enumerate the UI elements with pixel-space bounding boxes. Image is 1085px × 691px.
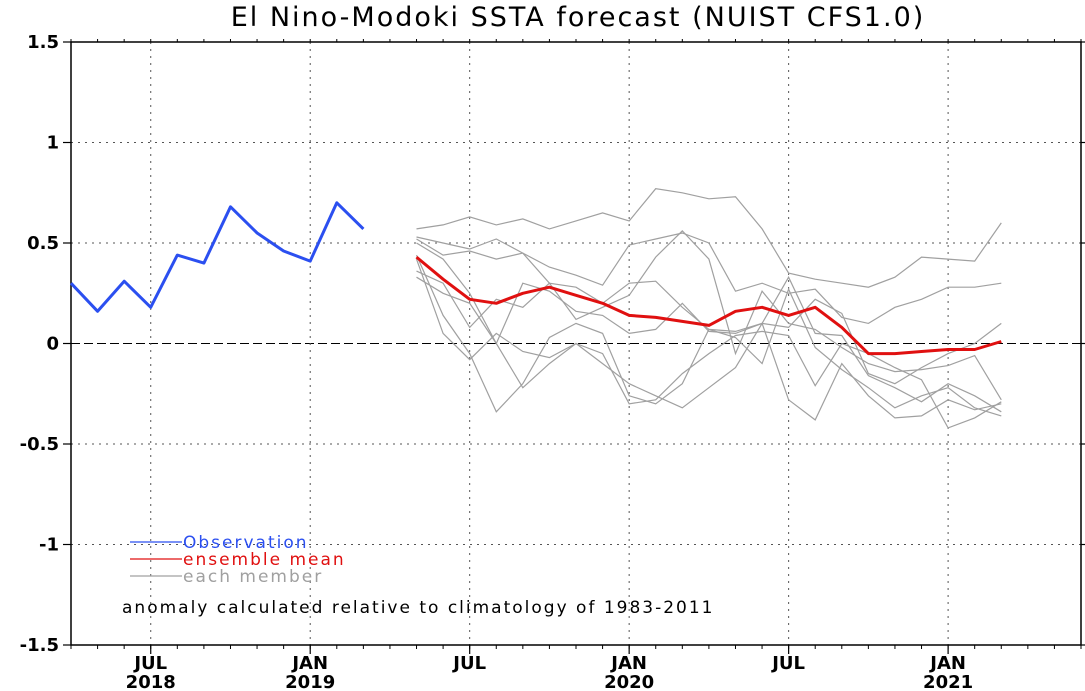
x-tick-label-month: JUL: [132, 653, 167, 674]
legend-label-observation: Observation: [183, 533, 309, 553]
x-tick-label-month: JAN: [290, 653, 328, 674]
x-tick-label-month: JUL: [770, 653, 805, 674]
plot-series: [69, 188, 1002, 429]
x-tick-label-year: 2019: [285, 672, 335, 691]
y-tick-label: 1.5: [27, 32, 59, 53]
y-tick-label: 0.5: [27, 233, 59, 254]
observation-line: [69, 201, 365, 313]
member-line-2: [416, 232, 1002, 325]
ensemble-mean-line: [415, 255, 1002, 356]
member-line-1: [416, 188, 1002, 288]
y-axis-ticks: -1.5 -1 -0.5 0 0.5 1 1.5: [20, 32, 1085, 656]
member-line-8: [415, 258, 1002, 421]
grid: [71, 42, 1081, 645]
member-line-5: [416, 242, 1002, 413]
y-tick-label: -1: [39, 535, 59, 556]
x-tick-label-month: JUL: [451, 653, 486, 674]
y-tick-label: 1: [46, 133, 59, 154]
x-tick-label-month: JAN: [609, 653, 647, 674]
y-tick-label: -1.5: [20, 635, 59, 656]
legend-label-ensemble-mean: ensemble mean: [183, 550, 346, 570]
x-tick-label-year: 2018: [126, 672, 176, 691]
x-tick-label-month: JAN: [928, 653, 966, 674]
member-line-7: [416, 276, 1002, 429]
climatology-note: anomaly calculated relative to climatolo…: [122, 598, 715, 618]
y-tick-label: -0.5: [20, 434, 59, 455]
x-tick-label-year: 2021: [923, 672, 973, 691]
x-tick-label-year: 2020: [604, 672, 654, 691]
legend: Observation ensemble mean each member: [130, 533, 346, 587]
legend-label-member: each member: [183, 567, 323, 587]
member-line-6: [415, 254, 1002, 417]
member-line-4: [416, 230, 1002, 401]
y-tick-label: 0: [46, 334, 59, 355]
chart-title: El Nino-Modoki SSTA forecast (NUIST CFS1…: [231, 2, 926, 33]
